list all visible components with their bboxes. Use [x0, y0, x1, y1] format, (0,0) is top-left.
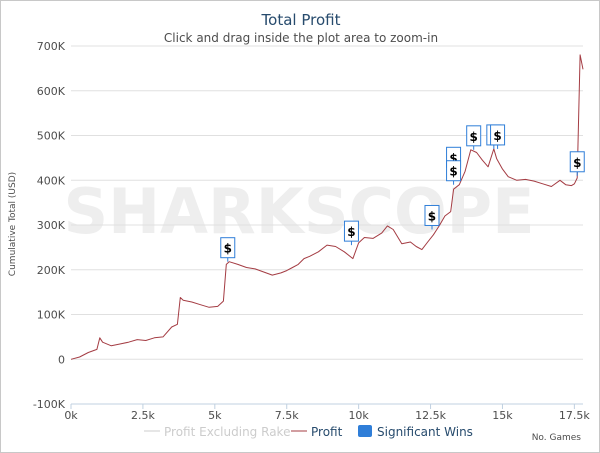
legend-item[interactable]: Significant Wins [358, 425, 473, 439]
x-tick-label: 17.5k [559, 409, 590, 422]
legend: Profit Excluding Rake Profit Significant W… [144, 425, 473, 439]
significant-win-flag[interactable]: $ [490, 124, 506, 149]
y-tick-label: 500K [37, 130, 66, 143]
flag-label: $ [449, 165, 457, 179]
legend-label: Profit Excluding Rake [164, 425, 290, 439]
chart-subtitle: Click and drag inside the plot area to z… [164, 31, 438, 45]
flag-label: $ [428, 209, 436, 223]
significant-win-flag[interactable]: $ [343, 220, 359, 246]
legend-symbol-square [358, 425, 372, 437]
significant-win-flag[interactable]: $ [466, 125, 482, 150]
x-tick-label: 12.5k [415, 409, 446, 422]
x-tick-label: 0k [64, 409, 78, 422]
y-axis-title: Cumulative Total (USD) [8, 172, 18, 276]
legend-label: Significant Wins [377, 425, 473, 439]
axes: -100K 0 100K 200K 300K 400K 500K 600K 700K 0k 2.5k… [33, 40, 591, 422]
legend-item[interactable]: Profit Excluding Rake [144, 425, 290, 439]
y-tick-label: -100K [33, 398, 66, 411]
watermark-logo: SHARKSCOPE [64, 175, 535, 248]
x-tick-label: 7.5k [275, 409, 299, 422]
grid-lines [71, 45, 583, 405]
x-tick-label: 2.5k [131, 409, 155, 422]
y-tick-label: 600K [37, 85, 66, 98]
y-tick-label: 100K [37, 309, 66, 322]
significant-win-flag[interactable]: $ [446, 160, 462, 185]
flag-label: $ [470, 130, 478, 144]
y-tick-label: 400K [37, 174, 66, 187]
flag-label: $ [347, 225, 355, 239]
flag-label: $ [573, 156, 581, 170]
x-tick-label: 5k [208, 409, 222, 422]
x-tick-label: 15k [492, 409, 513, 422]
y-tick-label: 0 [58, 353, 65, 366]
series-layer [70, 54, 584, 360]
flag-label: $ [493, 129, 501, 143]
significant-win-flag[interactable]: $ [569, 151, 585, 176]
x-tick-label: 10k [348, 409, 369, 422]
y-tick-label: 300K [37, 219, 66, 232]
significant-win-flag[interactable]: $ [424, 204, 440, 230]
x-axis-title: No. Games [532, 433, 582, 443]
flag-label: $ [224, 242, 232, 256]
y-tick-label: 200K [37, 264, 66, 277]
significant-win-flag[interactable]: $ [220, 237, 236, 262]
legend-label: Profit [311, 425, 343, 439]
significant-wins-flags: $$$$$$$$$ [220, 124, 585, 262]
flag-label: $ [449, 151, 457, 165]
legend-item[interactable]: Profit [291, 425, 343, 439]
y-tick-label: 700K [37, 40, 66, 53]
series-line-profit[interactable] [70, 54, 584, 360]
chart-title: Total Profit [261, 11, 341, 29]
